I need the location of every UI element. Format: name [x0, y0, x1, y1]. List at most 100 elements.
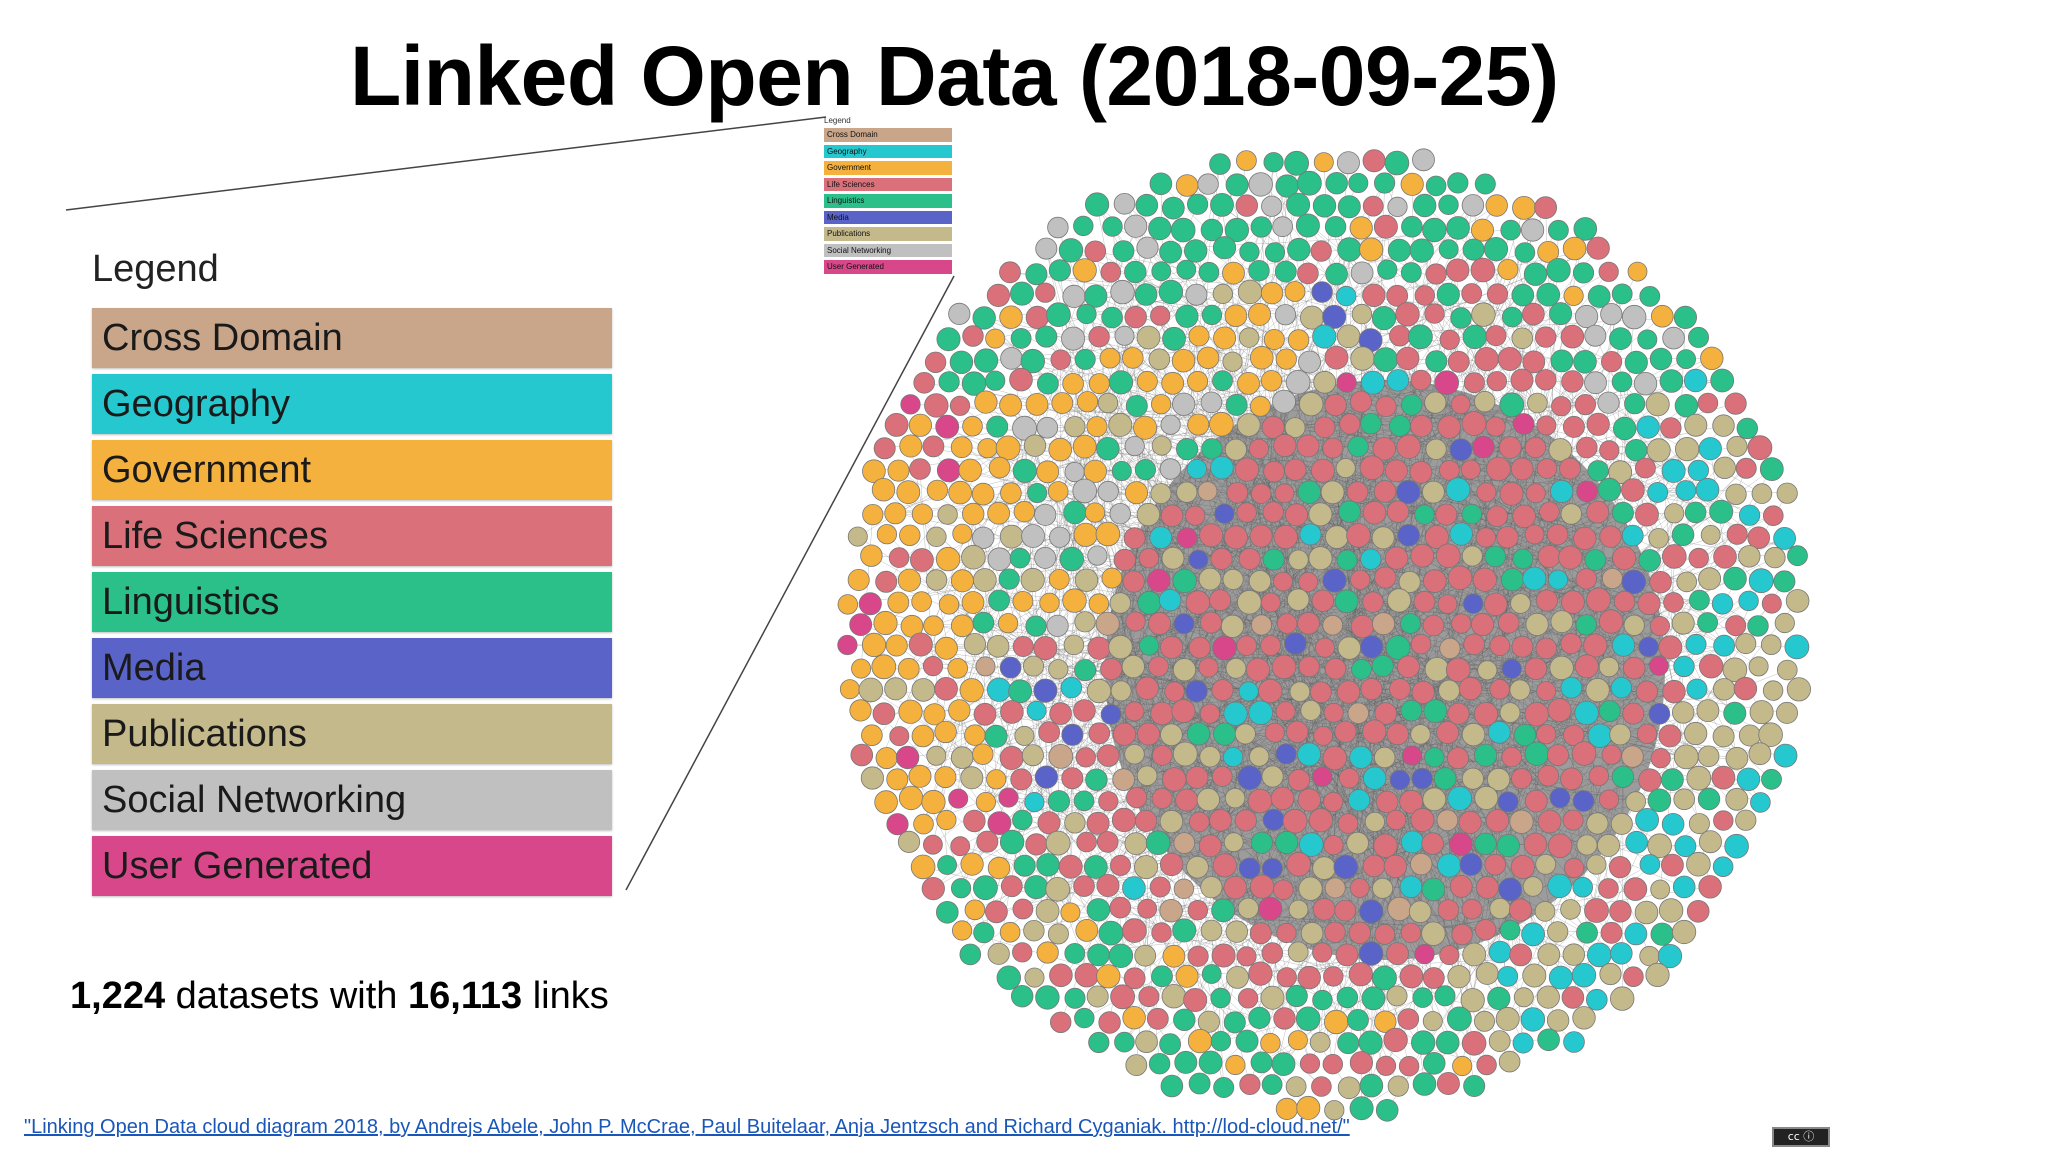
dataset-node: [1424, 391, 1447, 414]
dataset-node: [1313, 726, 1334, 746]
dataset-node: [1422, 1011, 1443, 1032]
dataset-node: [1110, 984, 1136, 1010]
dataset-node: [1073, 790, 1095, 812]
dataset-node: [1336, 372, 1357, 393]
dataset-node: [1536, 681, 1557, 702]
dataset-node: [1386, 588, 1412, 613]
dataset-node: [1276, 967, 1297, 988]
dataset-node: [872, 702, 896, 725]
dataset-node: [1549, 787, 1571, 809]
dataset-node: [1175, 964, 1199, 988]
dataset-node: [1125, 1054, 1148, 1076]
dataset-node: [1477, 660, 1498, 681]
link-count: 16,113: [408, 975, 523, 1017]
dataset-node: [1374, 746, 1396, 769]
dataset-node: [999, 261, 1021, 284]
dataset-node: [1298, 832, 1324, 857]
dataset-node: [1284, 632, 1307, 655]
dataset-node: [1613, 590, 1636, 613]
dataset-node: [1547, 833, 1573, 859]
dataset-node: [1451, 613, 1472, 634]
dataset-node: [1422, 967, 1445, 989]
dataset-node: [1047, 481, 1069, 502]
dataset-node: [1711, 593, 1734, 615]
dataset-node: [1161, 371, 1185, 395]
dataset-node: [1586, 587, 1611, 613]
dataset-node: [1284, 503, 1308, 527]
dataset-node: [1474, 1010, 1496, 1032]
dataset-node: [1336, 680, 1361, 704]
dataset-node: [1575, 614, 1597, 636]
dataset-node: [1511, 635, 1534, 658]
dataset-node: [1536, 724, 1557, 745]
dataset-node: [1421, 877, 1446, 902]
dataset-node: [1562, 236, 1587, 261]
dataset-node: [1373, 172, 1396, 194]
dataset-node: [1151, 922, 1172, 943]
dataset-node: [1138, 986, 1160, 1008]
dataset-node: [1338, 767, 1360, 789]
dataset-node: [1524, 741, 1550, 767]
dataset-node: [1073, 522, 1098, 547]
dataset-node: [1185, 590, 1211, 615]
credit-link[interactable]: "Linking Open Data cloud diagram 2018, b…: [24, 1116, 1350, 1138]
dataset-node: [1134, 458, 1156, 481]
dataset-node: [1076, 831, 1097, 853]
dataset-node: [1347, 435, 1369, 458]
dataset-node: [1470, 257, 1496, 283]
dataset-node: [1298, 655, 1320, 678]
dataset-node: [1313, 416, 1336, 439]
dataset-node: [1072, 258, 1097, 283]
dataset-node: [1750, 792, 1771, 813]
dataset-node: [1662, 679, 1686, 704]
dataset-node: [984, 724, 1008, 748]
dataset-node: [1773, 526, 1796, 550]
dataset-node: [1312, 942, 1333, 963]
dataset-node: [1375, 395, 1397, 417]
dataset-node: [1250, 1051, 1273, 1074]
dataset-node: [1547, 921, 1569, 943]
dataset-node: [1463, 1075, 1486, 1098]
dataset-node: [1563, 1031, 1585, 1053]
dataset-node: [1088, 373, 1110, 395]
dataset-node: [1396, 346, 1420, 371]
dataset-node: [1260, 635, 1282, 656]
dataset-node: [1235, 1029, 1259, 1053]
dataset-node: [1238, 857, 1261, 880]
dataset-node: [1658, 635, 1683, 660]
dataset-node: [1248, 438, 1269, 459]
slide-title: Linked Open Data (2018-09-25): [350, 29, 1559, 123]
dataset-node: [1598, 609, 1624, 634]
dataset-node: [1061, 767, 1084, 790]
dataset-node: [1024, 875, 1049, 900]
dataset-node: [1099, 347, 1121, 369]
dataset-node: [1698, 875, 1722, 899]
dataset-node: [1349, 216, 1373, 240]
dataset-node: [897, 568, 922, 592]
dataset-node: [1572, 262, 1595, 284]
dataset-node: [1397, 523, 1420, 547]
dataset-node: [1249, 345, 1274, 370]
dataset-node: [1310, 240, 1332, 262]
mini-legend-item: Government: [824, 161, 952, 175]
dataset-node: [1548, 965, 1573, 990]
legend-item-media: Media: [92, 638, 612, 698]
dataset-node: [936, 900, 959, 924]
dataset-node: [1436, 1072, 1460, 1096]
dataset-node: [952, 920, 973, 941]
dataset-node: [1351, 303, 1373, 325]
dataset-node: [1462, 324, 1488, 350]
dataset-node: [1645, 962, 1670, 988]
dataset-node: [1560, 632, 1582, 655]
dataset-node: [1534, 901, 1556, 922]
dataset-node: [1172, 658, 1197, 682]
dataset-node: [1748, 656, 1769, 677]
dataset-node: [1500, 219, 1521, 241]
dataset-node: [1064, 987, 1086, 1009]
dataset-node: [1175, 304, 1199, 328]
dataset-node: [1697, 745, 1720, 768]
dataset-node: [1522, 350, 1546, 374]
dataset-node: [949, 350, 974, 375]
dataset-node: [887, 591, 910, 614]
dataset-node: [1573, 350, 1597, 374]
